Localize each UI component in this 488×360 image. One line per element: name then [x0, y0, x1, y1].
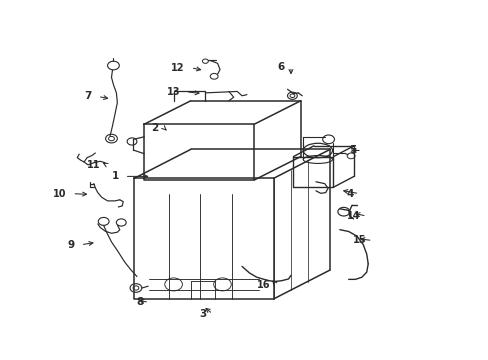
Text: 5: 5 — [348, 145, 355, 156]
Text: 7: 7 — [84, 91, 92, 102]
Text: 14: 14 — [346, 211, 360, 221]
Text: 2: 2 — [150, 123, 158, 133]
Text: 15: 15 — [352, 235, 366, 246]
Text: 9: 9 — [67, 240, 75, 250]
Text: 12: 12 — [171, 63, 184, 73]
Text: 11: 11 — [87, 160, 101, 170]
Text: 4: 4 — [346, 189, 353, 199]
Text: 1: 1 — [111, 171, 119, 181]
Text: 8: 8 — [136, 297, 143, 307]
Text: 16: 16 — [256, 280, 270, 290]
Text: 6: 6 — [277, 62, 285, 72]
Text: 13: 13 — [166, 87, 180, 97]
Text: 10: 10 — [53, 189, 66, 199]
Text: 3: 3 — [199, 309, 206, 319]
